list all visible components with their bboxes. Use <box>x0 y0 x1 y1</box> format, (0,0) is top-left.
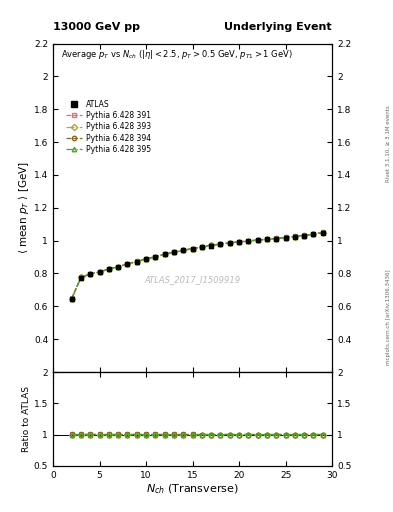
Y-axis label: Ratio to ATLAS: Ratio to ATLAS <box>22 386 31 452</box>
Text: mcplots.cern.ch [arXiv:1306.3436]: mcplots.cern.ch [arXiv:1306.3436] <box>386 270 391 365</box>
Y-axis label: $\langle$ mean $p_T$ $\rangle$ [GeV]: $\langle$ mean $p_T$ $\rangle$ [GeV] <box>17 161 31 254</box>
Text: Rivet 3.1.10, ≥ 3.1M events: Rivet 3.1.10, ≥ 3.1M events <box>386 105 391 182</box>
Text: Underlying Event: Underlying Event <box>224 22 332 32</box>
X-axis label: $N_{ch}$ (Transverse): $N_{ch}$ (Transverse) <box>146 482 239 496</box>
Legend: ATLAS, Pythia 6.428 391, Pythia 6.428 393, Pythia 6.428 394, Pythia 6.428 395: ATLAS, Pythia 6.428 391, Pythia 6.428 39… <box>62 97 154 157</box>
Text: ATLAS_2017_I1509919: ATLAS_2017_I1509919 <box>145 275 241 285</box>
Text: 13000 GeV pp: 13000 GeV pp <box>53 22 140 32</box>
Text: Average $p_T$ vs $N_{ch}$ ($|\eta| < 2.5$, $p_T > 0.5$ GeV, $p_{T1} > 1$ GeV): Average $p_T$ vs $N_{ch}$ ($|\eta| < 2.5… <box>61 49 293 61</box>
